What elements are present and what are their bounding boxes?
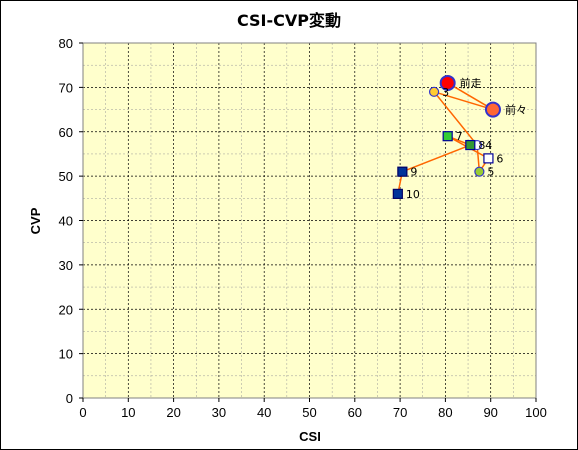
x-tick-label: 50 [302,405,316,420]
y-tick-label: 60 [59,125,73,140]
y-tick-label: 30 [59,258,73,273]
y-tick-label: 70 [59,80,73,95]
data-points [392,74,501,199]
point-label: 7 [456,130,463,143]
point-label: 5 [487,166,494,179]
point-label: 4 [485,139,492,152]
point-label: 10 [406,188,420,201]
point-label: 3 [442,86,449,99]
data-point [465,139,476,151]
chart-title: CSI-CVP変動 [237,11,341,30]
y-tick-label: 80 [59,36,73,51]
point-label: 前走 [460,76,482,90]
y-tick-label: 40 [59,214,73,229]
axes: 0 10 20 30 40 50 60 70 80 90 100 0 10 20 30 40 50 60 70 80 [59,36,547,420]
data-point [397,166,408,177]
data-point [483,153,494,164]
point-label: 6 [496,152,503,165]
y-tick-label: 20 [59,302,73,317]
y-tick-label: 50 [59,169,73,184]
trajectory-segment [433,91,478,146]
point-label: 前々 [505,103,527,117]
y-tick-label: 10 [59,347,73,362]
data-point [442,131,453,142]
data-point [439,74,456,91]
point-label: 9 [410,166,417,179]
x-tick-label: 20 [166,405,180,420]
trajectory-segment [433,91,494,111]
grid-lines [83,43,536,398]
trajectory-segment [447,82,494,111]
x-tick-label: 70 [393,405,407,420]
trajectory-segment [402,144,471,173]
x-axis-title: CSI [299,429,321,444]
x-tick-label: 60 [348,405,362,420]
y-tick-label: 0 [66,391,73,406]
x-tick-label: 40 [257,405,271,420]
x-tick-label: 100 [525,405,547,420]
x-tick-label: 80 [438,405,452,420]
x-tick-label: 30 [212,405,226,420]
x-tick-label: 90 [483,405,497,420]
y-axis-title: CVP [28,207,43,234]
point-label: 8 [478,139,485,152]
data-point [428,86,440,97]
x-tick-label: 10 [121,405,135,420]
data-point [484,101,501,118]
x-tick-label: 0 [79,405,86,420]
data-point [474,166,485,177]
data-point [392,188,403,199]
